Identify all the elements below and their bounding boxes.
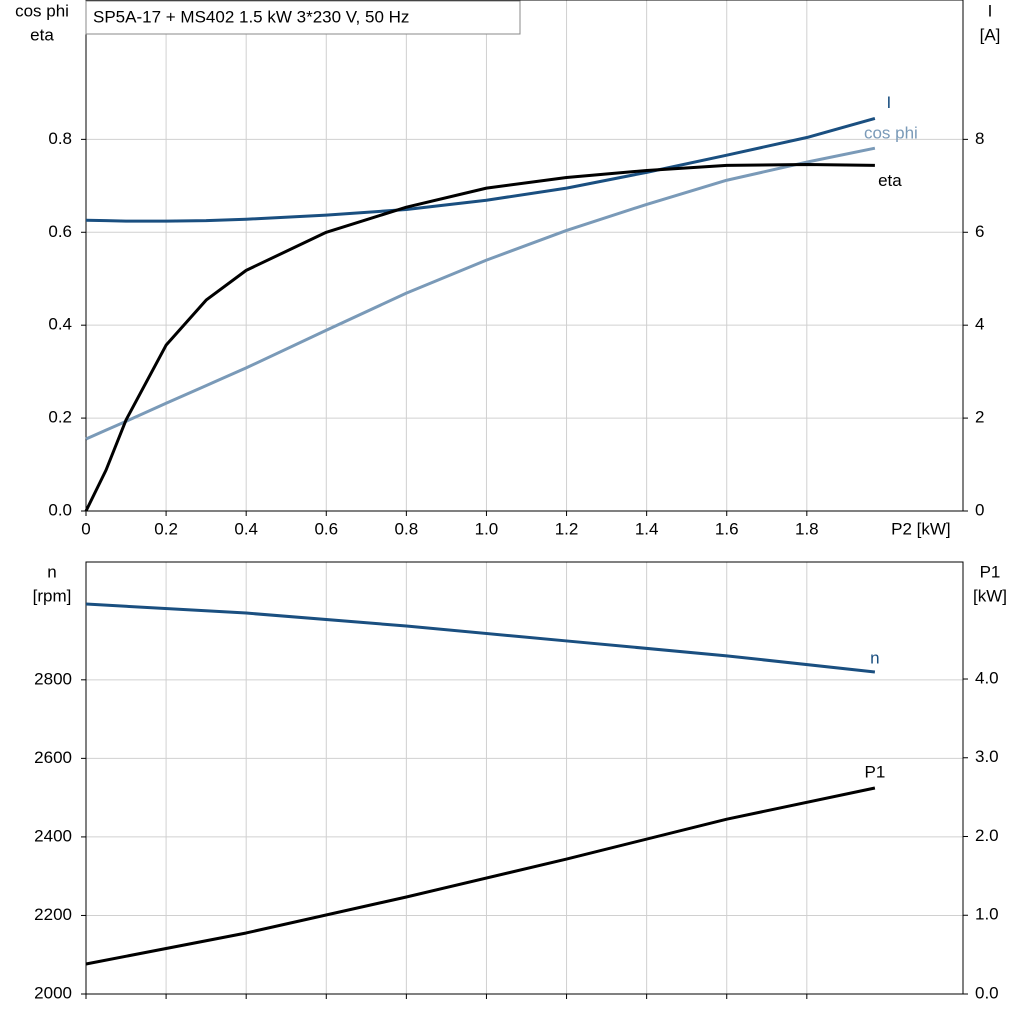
x-tick-label: 0.4 bbox=[234, 519, 258, 538]
chart-title: SP5A-17 + MS402 1.5 kW 3*230 V, 50 Hz bbox=[93, 7, 409, 26]
y2-tick-label: 8 bbox=[975, 129, 984, 148]
y-tick-label: 2400 bbox=[34, 826, 72, 845]
y2-axis-label: I bbox=[988, 1, 993, 20]
series-label: n bbox=[870, 648, 879, 667]
x-tick-label: 0.6 bbox=[314, 519, 338, 538]
x-tick-label: 1.6 bbox=[715, 519, 739, 538]
y-tick-label: 2800 bbox=[34, 669, 72, 688]
y2-tick-label: 6 bbox=[975, 222, 984, 241]
y2-axis-label: [A] bbox=[980, 25, 1001, 44]
x-tick-label: 1.2 bbox=[555, 519, 579, 538]
y-tick-label: 0.0 bbox=[48, 500, 72, 519]
y-tick-label: 2600 bbox=[34, 748, 72, 767]
y-axis-label: eta bbox=[30, 25, 54, 44]
y-tick-label: 0.4 bbox=[48, 315, 72, 334]
y2-tick-label: 0.0 bbox=[975, 983, 999, 1002]
y2-tick-label: 2.0 bbox=[975, 826, 999, 845]
series-line bbox=[85, 602, 876, 674]
y-tick-label: 0.2 bbox=[48, 408, 72, 427]
y-tick-label: 0.8 bbox=[48, 129, 72, 148]
series-line bbox=[85, 786, 876, 966]
series-label: I bbox=[887, 93, 892, 112]
series-label: P1 bbox=[865, 762, 886, 781]
x-axis-label: P2 [kW] bbox=[891, 519, 951, 538]
x-tick-label: 0 bbox=[81, 519, 90, 538]
series-line bbox=[85, 146, 876, 441]
series-line bbox=[85, 117, 876, 223]
title-box bbox=[85, 0, 521, 35]
x-tick-label: 1.8 bbox=[795, 519, 819, 538]
y2-tick-label: 4.0 bbox=[975, 669, 999, 688]
y2-axis-label: P1 bbox=[980, 562, 1001, 581]
plot-frame bbox=[85, 0, 964, 512]
y-tick-label: 2200 bbox=[34, 905, 72, 924]
y-tick-label: 0.6 bbox=[48, 222, 72, 241]
y2-tick-label: 3.0 bbox=[975, 747, 999, 766]
y-axis-label: n bbox=[47, 562, 56, 581]
y2-tick-label: 4 bbox=[975, 315, 984, 334]
y2-tick-label: 0 bbox=[975, 500, 984, 519]
plot-frame bbox=[85, 561, 964, 995]
series-label: eta bbox=[878, 171, 902, 190]
series-line bbox=[84, 162, 875, 512]
y-axis-label: [rpm] bbox=[33, 586, 72, 605]
y2-axis-label: [kW] bbox=[973, 586, 1007, 605]
x-tick-label: 1.4 bbox=[635, 519, 659, 538]
y2-tick-label: 2 bbox=[975, 408, 984, 427]
y-axis-label: cos phi bbox=[15, 1, 69, 20]
x-tick-label: 1.0 bbox=[475, 519, 499, 538]
x-tick-label: 0.8 bbox=[395, 519, 419, 538]
y2-tick-label: 1.0 bbox=[975, 905, 999, 924]
y-tick-label: 2000 bbox=[34, 983, 72, 1002]
x-tick-label: 0.2 bbox=[154, 519, 178, 538]
series-label: cos phi bbox=[864, 124, 918, 143]
